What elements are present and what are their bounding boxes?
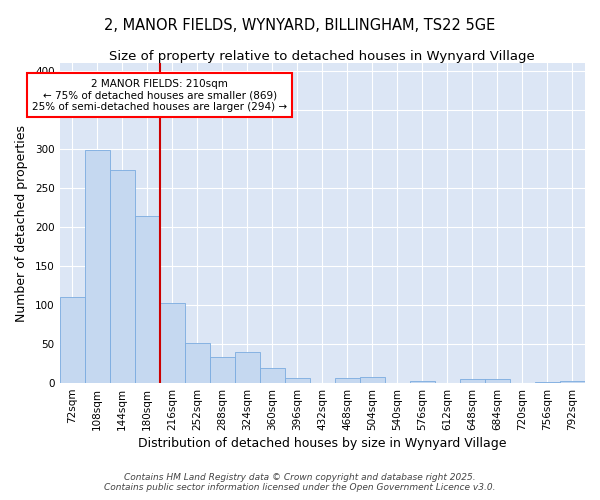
Bar <box>485 379 510 383</box>
Bar <box>185 344 209 383</box>
Bar <box>285 378 310 383</box>
Y-axis label: Number of detached properties: Number of detached properties <box>15 124 28 322</box>
Bar <box>134 216 160 383</box>
Bar <box>85 150 110 383</box>
Text: 2 MANOR FIELDS: 210sqm
← 75% of detached houses are smaller (869)
25% of semi-de: 2 MANOR FIELDS: 210sqm ← 75% of detached… <box>32 78 287 112</box>
Bar <box>59 297 85 383</box>
Bar <box>209 358 235 383</box>
Bar <box>460 379 485 383</box>
Text: 2, MANOR FIELDS, WYNYARD, BILLINGHAM, TS22 5GE: 2, MANOR FIELDS, WYNYARD, BILLINGHAM, TS… <box>104 18 496 32</box>
Bar <box>235 352 260 383</box>
Bar <box>160 304 185 383</box>
Bar <box>560 380 585 383</box>
Text: Contains HM Land Registry data © Crown copyright and database right 2025.
Contai: Contains HM Land Registry data © Crown c… <box>104 473 496 492</box>
Bar <box>110 170 134 383</box>
Bar <box>335 378 360 383</box>
Bar <box>360 377 385 383</box>
Bar <box>535 382 560 383</box>
X-axis label: Distribution of detached houses by size in Wynyard Village: Distribution of detached houses by size … <box>138 437 506 450</box>
Title: Size of property relative to detached houses in Wynyard Village: Size of property relative to detached ho… <box>109 50 535 63</box>
Bar <box>410 380 435 383</box>
Bar <box>260 368 285 383</box>
